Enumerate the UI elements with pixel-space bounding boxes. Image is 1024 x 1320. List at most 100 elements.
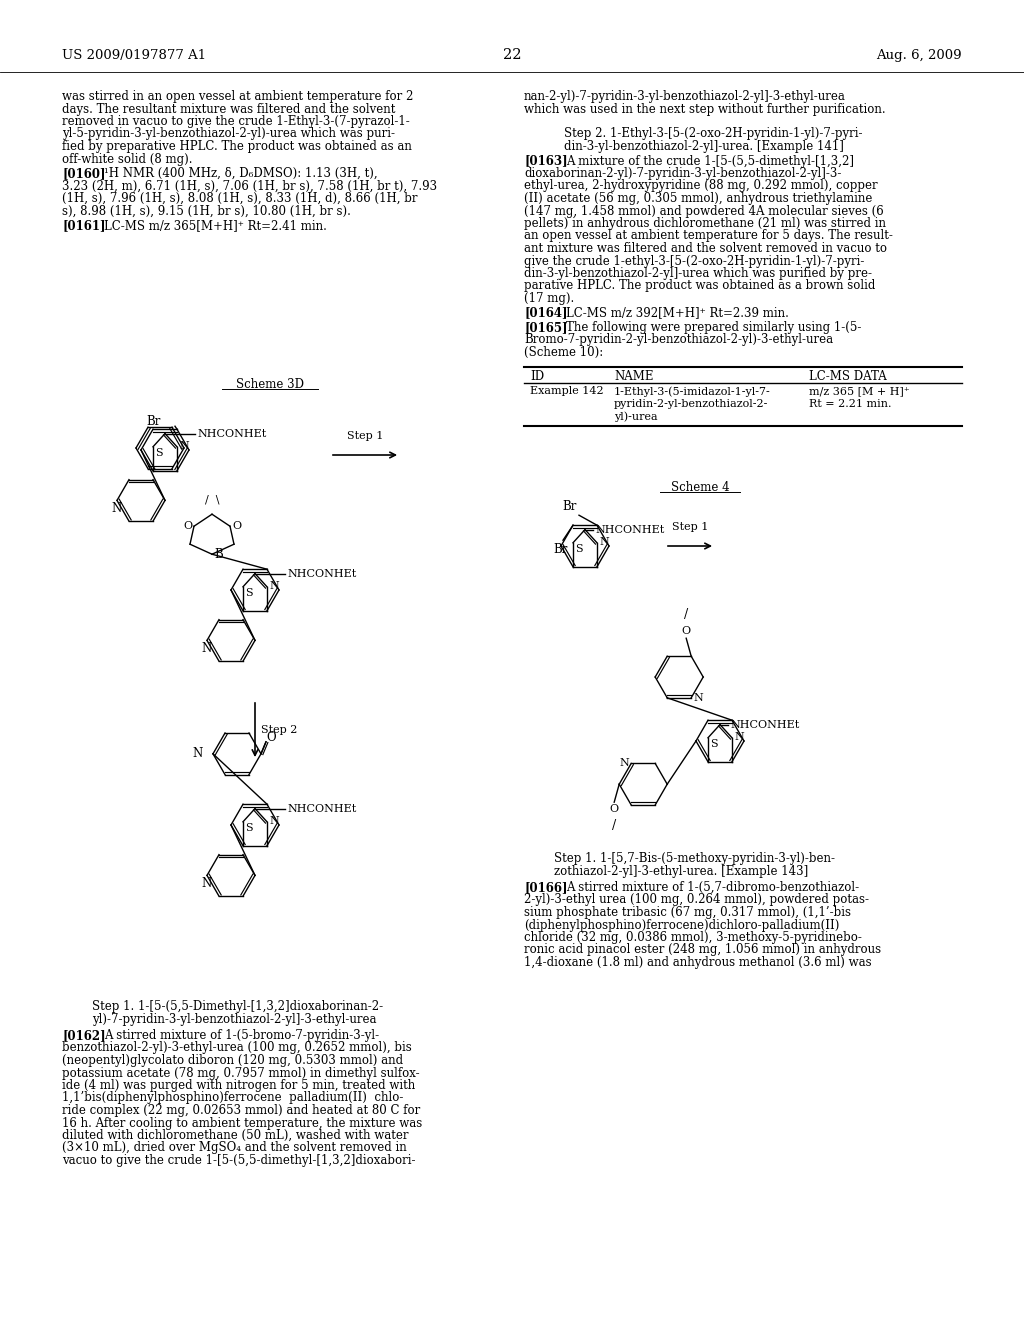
Text: Step 2. 1-Ethyl-3-[5-(2-oxo-2H-pyridin-1-yl)-7-pyri-: Step 2. 1-Ethyl-3-[5-(2-oxo-2H-pyridin-1… <box>564 128 862 140</box>
Text: 1,1’bis(diphenylphosphino)ferrocene  palladium(II)  chlo-: 1,1’bis(diphenylphosphino)ferrocene pall… <box>62 1092 403 1105</box>
Text: was stirred in an open vessel at ambient temperature for 2: was stirred in an open vessel at ambient… <box>62 90 414 103</box>
Text: /: / <box>684 609 688 622</box>
Text: chloride (32 mg, 0.0386 mmol), 3-methoxy-5-pyridinebo-: chloride (32 mg, 0.0386 mmol), 3-methoxy… <box>524 931 862 944</box>
Text: Step 1: Step 1 <box>347 432 383 441</box>
Text: off-white solid (8 mg).: off-white solid (8 mg). <box>62 153 193 165</box>
Text: O: O <box>266 731 275 743</box>
Text: which was used in the next step without further purification.: which was used in the next step without … <box>524 103 886 116</box>
Text: Scheme 4: Scheme 4 <box>671 480 729 494</box>
Text: [0166]: [0166] <box>524 880 567 894</box>
Text: Bromo-7-pyridin-2-yl-benzothiazol-2-yl)-3-ethyl-urea: Bromo-7-pyridin-2-yl-benzothiazol-2-yl)-… <box>524 334 834 346</box>
Text: LC-MS DATA: LC-MS DATA <box>809 370 887 383</box>
Text: The following were prepared similarly using 1-(5-: The following were prepared similarly us… <box>566 321 861 334</box>
Text: (diphenylphosphino)ferrocene)dichloro-palladium(II): (diphenylphosphino)ferrocene)dichloro-pa… <box>524 919 840 932</box>
Text: sium phosphate tribasic (67 mg, 0.317 mmol), (1,1’-bis: sium phosphate tribasic (67 mg, 0.317 mm… <box>524 906 851 919</box>
Text: pellets) in anhydrous dichloromethane (21 ml) was stirred in: pellets) in anhydrous dichloromethane (2… <box>524 216 886 230</box>
Text: N: N <box>599 537 608 546</box>
Text: B: B <box>214 548 223 561</box>
Text: ethyl-urea, 2-hydroxypyridine (88 mg, 0.292 mmol), copper: ethyl-urea, 2-hydroxypyridine (88 mg, 0.… <box>524 180 878 193</box>
Text: ¹H NMR (400 MHz, δ, D₆DMSO): 1.13 (3H, t),: ¹H NMR (400 MHz, δ, D₆DMSO): 1.13 (3H, t… <box>104 168 378 180</box>
Text: [0160]: [0160] <box>62 168 105 180</box>
Text: A stirred mixture of 1-(5-bromo-7-pyridin-3-yl-: A stirred mixture of 1-(5-bromo-7-pyridi… <box>104 1030 379 1041</box>
Text: N: N <box>202 878 212 891</box>
Text: LC-MS m/z 365[M+H]⁺ Rt=2.41 min.: LC-MS m/z 365[M+H]⁺ Rt=2.41 min. <box>104 219 327 232</box>
Text: 3.23 (2H, m), 6.71 (1H, s), 7.06 (1H, br s), 7.58 (1H, br t), 7.93: 3.23 (2H, m), 6.71 (1H, s), 7.06 (1H, br… <box>62 180 437 193</box>
Text: NHCONHEt: NHCONHEt <box>287 804 356 813</box>
Text: S: S <box>575 544 583 554</box>
Text: removed in vacuo to give the crude 1-Ethyl-3-(7-pyrazol-1-: removed in vacuo to give the crude 1-Eth… <box>62 115 410 128</box>
Text: ride complex (22 mg, 0.02653 mmol) and heated at 80 C for: ride complex (22 mg, 0.02653 mmol) and h… <box>62 1104 420 1117</box>
Text: /: / <box>612 820 616 832</box>
Text: m/z 365 [M + H]⁺: m/z 365 [M + H]⁺ <box>809 387 909 396</box>
Text: N: N <box>734 731 743 742</box>
Text: yl)-urea: yl)-urea <box>614 412 657 422</box>
Text: US 2009/0197877 A1: US 2009/0197877 A1 <box>62 49 206 62</box>
Text: NHCONHEt: NHCONHEt <box>287 569 356 578</box>
Text: s), 8.98 (1H, s), 9.15 (1H, br s), 10.80 (1H, br s).: s), 8.98 (1H, s), 9.15 (1H, br s), 10.80… <box>62 205 351 218</box>
Text: (neopentyl)glycolato diboron (120 mg, 0.5303 mmol) and: (neopentyl)glycolato diboron (120 mg, 0.… <box>62 1053 403 1067</box>
Text: diluted with dichloromethane (50 mL), washed with water: diluted with dichloromethane (50 mL), wa… <box>62 1129 409 1142</box>
Text: N: N <box>693 693 702 702</box>
Text: O: O <box>609 804 618 814</box>
Text: 16 h. After cooling to ambient temperature, the mixture was: 16 h. After cooling to ambient temperatu… <box>62 1117 422 1130</box>
Text: pyridin-2-yl-benzothiazol-2-: pyridin-2-yl-benzothiazol-2- <box>614 399 768 409</box>
Text: Example 142: Example 142 <box>530 387 603 396</box>
Text: vacuo to give the crude 1-[5-(5,5-dimethyl-[1,3,2]dioxabori-: vacuo to give the crude 1-[5-(5,5-dimeth… <box>62 1154 416 1167</box>
Text: [0163]: [0163] <box>524 154 567 168</box>
Text: Step 2: Step 2 <box>261 725 297 735</box>
Text: ant mixture was filtered and the solvent removed in vacuo to: ant mixture was filtered and the solvent… <box>524 242 887 255</box>
Text: potassium acetate (78 mg, 0.7957 mmol) in dimethyl sulfox-: potassium acetate (78 mg, 0.7957 mmol) i… <box>62 1067 420 1080</box>
Text: dioxaborinan-2-yl)-7-pyridin-3-yl-benzothiazol-2-yl]-3-: dioxaborinan-2-yl)-7-pyridin-3-yl-benzot… <box>524 168 842 180</box>
Text: days. The resultant mixture was filtered and the solvent: days. The resultant mixture was filtered… <box>62 103 395 116</box>
Text: (II) acetate (56 mg, 0.305 mmol), anhydrous triethylamine: (II) acetate (56 mg, 0.305 mmol), anhydr… <box>524 191 872 205</box>
Text: S: S <box>155 447 163 458</box>
Text: 2-yl)-3-ethyl urea (100 mg, 0.264 mmol), powdered potas-: 2-yl)-3-ethyl urea (100 mg, 0.264 mmol),… <box>524 894 869 907</box>
Text: Br: Br <box>554 544 568 556</box>
Text: 1,4-dioxane (1.8 ml) and anhydrous methanol (3.6 ml) was: 1,4-dioxane (1.8 ml) and anhydrous metha… <box>524 956 871 969</box>
Text: A mixture of the crude 1-[5-(5,5-dimethyl-[1,3,2]: A mixture of the crude 1-[5-(5,5-dimethy… <box>566 154 854 168</box>
Text: yl)-7-pyridin-3-yl-benzothiazol-2-yl]-3-ethyl-urea: yl)-7-pyridin-3-yl-benzothiazol-2-yl]-3-… <box>92 1012 377 1026</box>
Text: give the crude 1-ethyl-3-[5-(2-oxo-2H-pyridin-1-yl)-7-pyri-: give the crude 1-ethyl-3-[5-(2-oxo-2H-py… <box>524 255 864 268</box>
Text: NAME: NAME <box>614 370 653 383</box>
Text: N: N <box>620 759 629 768</box>
Text: Br: Br <box>146 414 161 428</box>
Text: zothiazol-2-yl]-3-ethyl-urea. [Example 143]: zothiazol-2-yl]-3-ethyl-urea. [Example 1… <box>554 865 808 878</box>
Text: Step 1: Step 1 <box>672 521 709 532</box>
Text: O: O <box>682 626 691 636</box>
Text: O: O <box>183 521 193 531</box>
Text: N: N <box>269 581 279 591</box>
Text: N: N <box>193 747 203 760</box>
Text: S: S <box>710 739 718 748</box>
Text: fied by preparative HPLC. The product was obtained as an: fied by preparative HPLC. The product wa… <box>62 140 412 153</box>
Text: (3×10 mL), dried over MgSO₄ and the solvent removed in: (3×10 mL), dried over MgSO₄ and the solv… <box>62 1142 407 1155</box>
Text: [0164]: [0164] <box>524 306 567 319</box>
Text: (Scheme 10):: (Scheme 10): <box>524 346 603 359</box>
Text: Step 1. 1-[5-(5,5-Dimethyl-[1,3,2]dioxaborinan-2-: Step 1. 1-[5-(5,5-Dimethyl-[1,3,2]dioxab… <box>92 1001 383 1012</box>
Text: /  \: / \ <box>205 494 219 504</box>
Text: ronic acid pinacol ester (248 mg, 1.056 mmol) in anhydrous: ronic acid pinacol ester (248 mg, 1.056 … <box>524 944 881 957</box>
Text: O: O <box>232 521 241 531</box>
Text: N: N <box>112 503 122 515</box>
Text: (147 mg, 1.458 mmol) and powdered 4A molecular sieves (6: (147 mg, 1.458 mmol) and powdered 4A mol… <box>524 205 884 218</box>
Text: (17 mg).: (17 mg). <box>524 292 574 305</box>
Text: [0165]: [0165] <box>524 321 567 334</box>
Text: parative HPLC. The product was obtained as a brown solid: parative HPLC. The product was obtained … <box>524 280 876 293</box>
Text: [0162]: [0162] <box>62 1030 105 1041</box>
Text: NHCONHEt: NHCONHEt <box>595 524 665 535</box>
Text: Rt = 2.21 min.: Rt = 2.21 min. <box>809 399 892 409</box>
Text: 22: 22 <box>503 48 521 62</box>
Text: Step 1. 1-[5,7-Bis-(5-methoxy-pyridin-3-yl)-ben-: Step 1. 1-[5,7-Bis-(5-methoxy-pyridin-3-… <box>554 851 835 865</box>
Text: S: S <box>245 822 253 833</box>
Text: Scheme 3D: Scheme 3D <box>236 378 304 391</box>
Text: (1H, s), 7.96 (1H, s), 8.08 (1H, s), 8.33 (1H, d), 8.66 (1H, br: (1H, s), 7.96 (1H, s), 8.08 (1H, s), 8.3… <box>62 191 418 205</box>
Text: 1-Ethyl-3-(5-imidazol-1-yl-7-: 1-Ethyl-3-(5-imidazol-1-yl-7- <box>614 387 771 397</box>
Text: din-3-yl-benzothiazol-2-yl]-urea. [Example 141]: din-3-yl-benzothiazol-2-yl]-urea. [Examp… <box>564 140 844 153</box>
Text: din-3-yl-benzothiazol-2-yl]-urea which was purified by pre-: din-3-yl-benzothiazol-2-yl]-urea which w… <box>524 267 872 280</box>
Text: N: N <box>202 643 212 656</box>
Text: N: N <box>269 816 279 826</box>
Text: benzothiazol-2-yl)-3-ethyl-urea (100 mg, 0.2652 mmol), bis: benzothiazol-2-yl)-3-ethyl-urea (100 mg,… <box>62 1041 412 1055</box>
Text: ID: ID <box>530 370 544 383</box>
Text: S: S <box>245 587 253 598</box>
Text: Br: Br <box>562 500 577 513</box>
Text: A stirred mixture of 1-(5,7-dibromo-benzothiazol-: A stirred mixture of 1-(5,7-dibromo-benz… <box>566 880 859 894</box>
